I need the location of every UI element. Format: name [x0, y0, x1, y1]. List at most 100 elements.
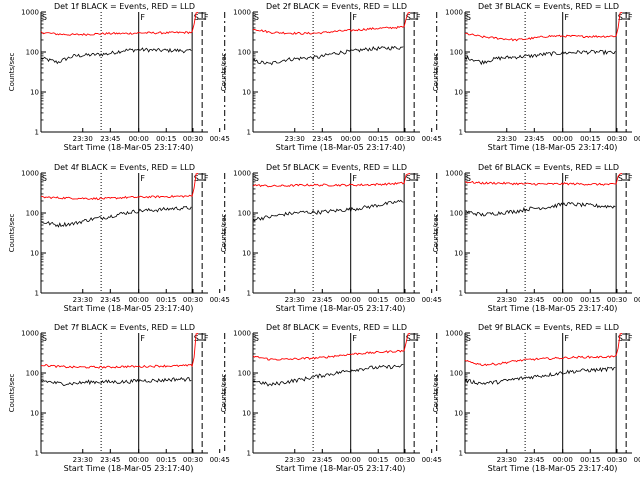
- marker-label: F: [352, 334, 357, 343]
- panel-title: Det 5f BLACK = Events, RED = LLD: [266, 163, 407, 172]
- y-tick-label: 1: [35, 450, 39, 458]
- y-tick-label: 10: [242, 250, 251, 258]
- x-tick-label: 00:30: [183, 456, 203, 464]
- y-axis-label: Counts/sec: [8, 53, 16, 92]
- x-tick-label: 23:45: [312, 135, 332, 143]
- panel-title: Det 7f BLACK = Events, RED = LLD: [54, 323, 195, 332]
- marker-label: S: [466, 334, 471, 343]
- x-tick-label: 00:45: [210, 296, 230, 304]
- y-tick-label: 100: [238, 370, 251, 378]
- y-tick-label: 1000: [445, 9, 463, 17]
- y-axis-label: Counts/sec: [8, 214, 16, 253]
- series-lld-line: [464, 12, 623, 42]
- x-tick-label: 00:45: [634, 135, 640, 143]
- marker-label: F: [628, 334, 633, 343]
- x-tick-label: 00:45: [634, 296, 640, 304]
- panel-title: Det 3f BLACK = Events, RED = LLD: [478, 2, 619, 11]
- x-tick-label: 00:30: [395, 135, 415, 143]
- y-axis-label: Counts/sec: [432, 53, 440, 92]
- attenuator-bracket: [622, 173, 631, 181]
- x-tick-label: 00:15: [156, 296, 176, 304]
- y-tick-label: 10: [30, 250, 39, 258]
- panel-det-5: Det 5f BLACK = Events, RED = LLD 1 10 100 10…: [220, 163, 442, 313]
- x-tick-label: 23:30: [73, 135, 93, 143]
- y-tick-label: 1: [247, 450, 251, 458]
- y-tick-label: 1000: [445, 170, 463, 178]
- x-tick-label: 00:30: [395, 296, 415, 304]
- y-tick-label: 100: [26, 210, 39, 218]
- x-tick-label: 00:45: [210, 456, 230, 464]
- marker-label: F: [352, 174, 357, 183]
- x-tick-label: 00:30: [183, 296, 203, 304]
- marker-label: S: [42, 174, 47, 183]
- y-tick-label: 1000: [233, 9, 251, 17]
- y-tick-label: 100: [26, 370, 39, 378]
- y-tick-label: 1000: [21, 9, 39, 17]
- y-tick-label: 10: [30, 89, 39, 97]
- panel-det-3: Det 3f BLACK = Events, RED = LLD 1 10 100 10…: [432, 2, 640, 152]
- y-axis-label: Counts/sec: [432, 214, 440, 253]
- y-axis-label: Counts/sec: [220, 53, 228, 92]
- x-axis-label: Start Time (18-Mar-05 23:17:40): [276, 464, 406, 473]
- y-tick-label: 1000: [233, 170, 251, 178]
- x-tick-label: 00:00: [129, 135, 149, 143]
- marker-label: S: [406, 13, 411, 22]
- marker-label: F: [564, 13, 569, 22]
- marker-label: F: [628, 174, 633, 183]
- x-tick-label: 23:45: [100, 456, 120, 464]
- series-lld-line: [464, 173, 623, 186]
- y-tick-label: 100: [238, 49, 251, 57]
- series-lld-line: [40, 173, 199, 201]
- marker-label: S: [254, 174, 259, 183]
- x-axis-label: Start Time (18-Mar-05 23:17:40): [488, 304, 618, 313]
- x-tick-label: 00:30: [183, 135, 203, 143]
- marker-label: F: [140, 174, 145, 183]
- series-lld-line: [40, 12, 199, 36]
- x-tick-label: 00:45: [634, 456, 640, 464]
- marker-label: F: [564, 174, 569, 183]
- x-tick-label: 00:00: [341, 456, 361, 464]
- y-tick-label: 10: [454, 250, 463, 258]
- attenuator-bracket: [410, 173, 419, 181]
- marker-label: S: [42, 334, 47, 343]
- series-events-line: [40, 377, 192, 386]
- x-tick-label: 23:45: [100, 135, 120, 143]
- series-events-line: [464, 49, 616, 66]
- marker-label: S: [406, 174, 411, 183]
- marker-label: F: [564, 334, 569, 343]
- x-tick-label: 23:30: [73, 456, 93, 464]
- marker-label: F: [416, 334, 421, 343]
- attenuator-bracket: [198, 333, 207, 341]
- panel-det-1: Det 1f BLACK = Events, RED = LLD 1 10 100 10…: [8, 2, 230, 152]
- x-tick-label: 00:45: [422, 456, 442, 464]
- y-tick-label: 100: [26, 49, 39, 57]
- x-tick-label: 23:30: [497, 456, 517, 464]
- marker-label: F: [204, 13, 209, 22]
- series-events-line: [464, 366, 616, 386]
- x-tick-label: 00:15: [580, 135, 600, 143]
- marker-label: S: [42, 13, 47, 22]
- y-tick-label: 10: [242, 410, 251, 418]
- panel-det-6: Det 6f BLACK = Events, RED = LLD 1 10 100 10…: [432, 163, 640, 313]
- attenuator-bracket: [622, 333, 631, 341]
- x-tick-label: 00:15: [368, 296, 388, 304]
- y-axis-label: Counts/sec: [8, 374, 16, 413]
- x-tick-label: 00:00: [129, 456, 149, 464]
- x-tick-label: 23:45: [312, 296, 332, 304]
- x-tick-label: 23:30: [285, 456, 305, 464]
- y-tick-label: 1: [35, 129, 39, 137]
- x-tick-label: 00:00: [129, 296, 149, 304]
- x-tick-label: 00:00: [341, 296, 361, 304]
- panel-title: Det 4f BLACK = Events, RED = LLD: [54, 163, 195, 172]
- marker-label: S: [194, 13, 199, 22]
- x-tick-label: 00:30: [607, 135, 627, 143]
- marker-label: F: [140, 13, 145, 22]
- attenuator-bracket: [622, 12, 631, 20]
- marker-label: S: [618, 174, 623, 183]
- x-tick-label: 00:00: [553, 296, 573, 304]
- panel-det-4: Det 4f BLACK = Events, RED = LLD 1 10 100 10…: [8, 163, 230, 313]
- series-events-line: [252, 45, 404, 66]
- panel-title: Det 1f BLACK = Events, RED = LLD: [54, 2, 195, 11]
- panel-title: Det 9f BLACK = Events, RED = LLD: [478, 323, 619, 332]
